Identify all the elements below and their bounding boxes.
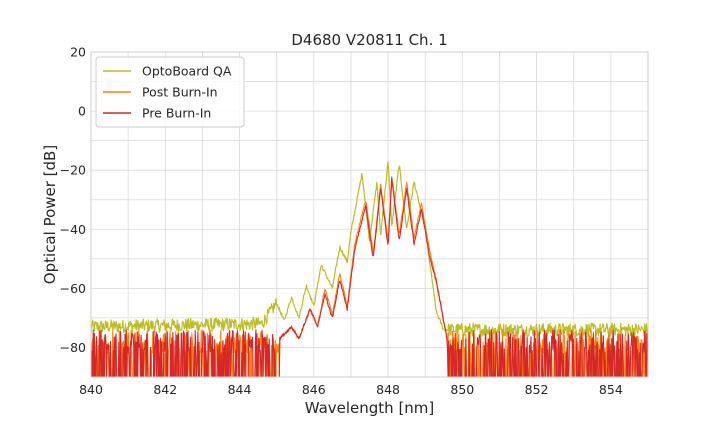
plot-frame [90,51,649,378]
x-axis-label: Wavelength [nm] [305,399,435,417]
y-tick-label: 20 [70,45,86,60]
x-tick-label: 846 [302,382,326,397]
legend-label-post-burn-in: Post Burn-In [142,85,218,100]
series-line-optoboard-qa [90,161,649,337]
x-tick-labels: 840 842 844 846 848 850 852 854 [79,382,623,397]
y-tick-label: −60 [60,281,86,296]
y-tick-label: −80 [60,340,86,355]
legend-label-optoboard-qa: OptoBoard QA [142,64,232,79]
y-tick-label: −40 [60,222,86,237]
x-tick-label: 854 [599,382,623,397]
legend-label-pre-burn-in: Pre Burn-In [142,106,211,121]
x-tick-label: 850 [450,382,474,397]
x-tick-label: 852 [525,382,549,397]
legend: OptoBoard QA Post Burn-In Pre Burn-In [95,56,245,128]
series-line-pre-burn-in [90,177,649,378]
chart-title: D4680 V20811 Ch. 1 [291,31,447,49]
y-tick-label: −20 [60,163,86,178]
x-tick-label: 842 [153,382,177,397]
y-tick-label: 0 [78,104,86,119]
y-axis-label: Optical Power [dB] [41,145,59,284]
legend-box [95,56,245,128]
y-tick-labels: 20 0 −20 −40 −60 −80 [60,45,86,355]
x-tick-label: 840 [79,382,103,397]
x-tick-label: 848 [376,382,400,397]
x-tick-label: 844 [228,382,252,397]
